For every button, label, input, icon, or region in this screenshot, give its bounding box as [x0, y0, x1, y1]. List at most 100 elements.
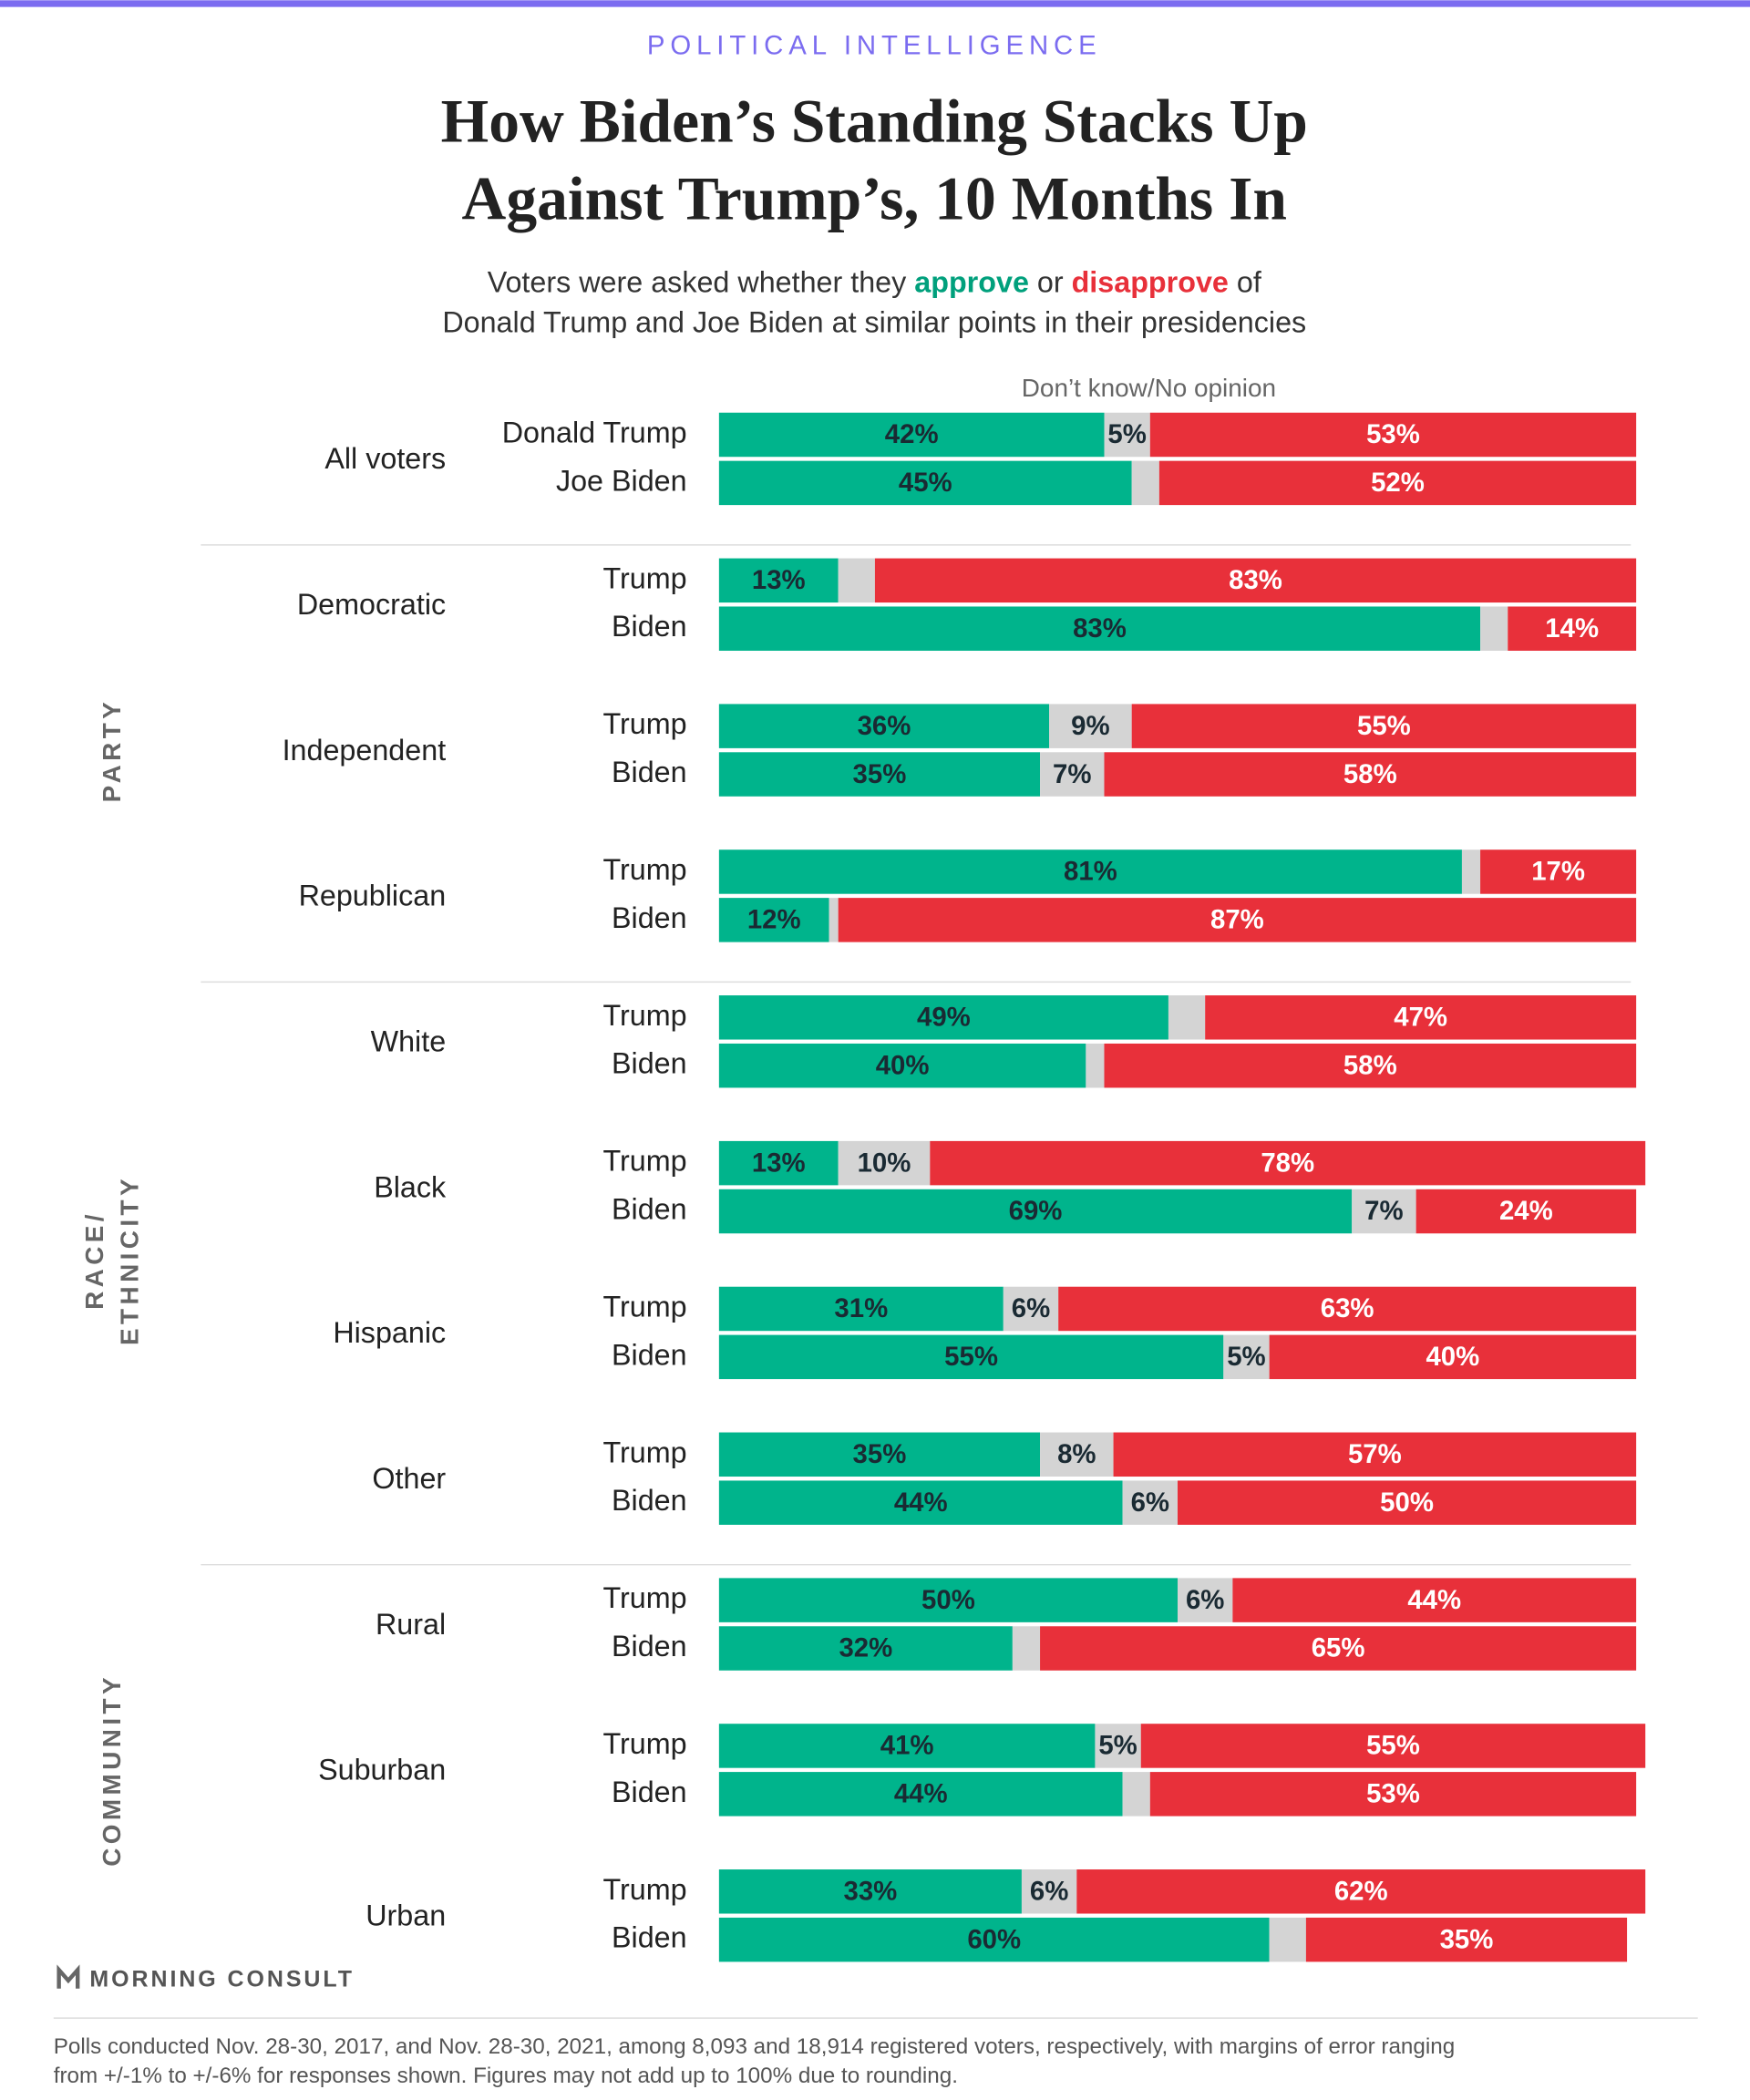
section-label: PARTY — [98, 698, 126, 803]
group-label: Suburban — [318, 1754, 446, 1786]
value-label: 6% — [1131, 1488, 1169, 1518]
row-label: Biden — [612, 1630, 687, 1662]
row-label: Trump — [602, 561, 686, 594]
group-label: Democratic — [297, 588, 446, 621]
bar-segment — [718, 898, 829, 942]
row-label: Biden — [612, 901, 687, 934]
row-label: Trump — [602, 1145, 686, 1178]
subtitle: Voters were asked whether they approve o… — [488, 265, 1262, 298]
value-label: 52% — [1371, 468, 1425, 498]
bar-segment — [1122, 1480, 1178, 1525]
row-label: Trump — [602, 999, 686, 1032]
subtitle-text: Voters were asked whether they — [488, 265, 915, 298]
bar-segment — [718, 558, 839, 603]
value-label: 17% — [1531, 857, 1585, 887]
value-label: 81% — [1064, 857, 1117, 887]
subtitle: Donald Trump and Joe Biden at similar po… — [442, 305, 1306, 338]
bar-segment — [718, 1432, 1041, 1477]
value-label: 78% — [1261, 1148, 1314, 1178]
bar-segment — [718, 1043, 1086, 1088]
group-label: White — [371, 1024, 447, 1057]
value-label: 9% — [1071, 711, 1109, 741]
legend-approve: approve — [914, 265, 1029, 298]
bar-segment — [1021, 1869, 1077, 1914]
value-label: 44% — [894, 1779, 948, 1809]
value-label: 12% — [747, 905, 801, 935]
value-label: 31% — [834, 1293, 888, 1323]
bar-segment — [718, 1189, 1353, 1234]
bar-segment — [1480, 849, 1637, 894]
bar-segment — [1049, 704, 1132, 748]
value-label: 35% — [1440, 1924, 1494, 1954]
chart-title: Against Trump’s, 10 Months In — [462, 165, 1287, 233]
bar-segment — [1131, 704, 1637, 748]
value-label: 63% — [1321, 1293, 1374, 1323]
row-label: Biden — [612, 1047, 687, 1080]
value-label: 55% — [944, 1342, 998, 1372]
logo-text: MORNING CONSULT — [89, 1967, 355, 1992]
group-label: Independent — [283, 734, 447, 767]
bar-segment — [1104, 1043, 1637, 1088]
bar-segment — [718, 1869, 1022, 1914]
bar-segment — [718, 1917, 1270, 1962]
value-label: 40% — [1426, 1342, 1479, 1372]
bar-segment — [718, 1334, 1224, 1380]
row-label: Biden — [612, 1193, 687, 1226]
bar-segment — [1269, 1334, 1637, 1380]
bar-segment — [1461, 849, 1481, 894]
row-label: Trump — [602, 853, 686, 886]
value-label: 58% — [1343, 1050, 1397, 1080]
group-label: Republican — [299, 880, 447, 912]
value-label: 7% — [1364, 1196, 1403, 1226]
row-label: Biden — [612, 1338, 687, 1371]
bar-segment — [829, 898, 839, 942]
row-label: Trump — [602, 1727, 686, 1760]
value-label: 32% — [839, 1633, 892, 1663]
bar-segment — [718, 849, 1462, 894]
bar-segment — [1003, 1286, 1059, 1332]
bar-segment — [718, 704, 1050, 748]
value-label: 53% — [1366, 419, 1420, 449]
value-label: 36% — [858, 711, 911, 741]
bar-segment — [1140, 1724, 1646, 1768]
row-label: Trump — [602, 1873, 686, 1906]
value-label: 5% — [1098, 1731, 1137, 1761]
value-label: 47% — [1394, 1003, 1447, 1033]
bar-segment — [1012, 1626, 1041, 1671]
row-label: Biden — [612, 1921, 687, 1954]
value-label: 5% — [1227, 1342, 1265, 1372]
bar-segment — [1149, 1772, 1637, 1817]
row-label: Biden — [612, 610, 687, 643]
bar-segment — [1158, 460, 1637, 506]
bar-segment — [718, 606, 1481, 651]
group-label: Black — [374, 1170, 447, 1203]
value-label: 83% — [1229, 565, 1282, 595]
value-label: 6% — [1186, 1585, 1224, 1615]
bar-segment — [1177, 1480, 1637, 1525]
bar-segment — [1040, 1626, 1637, 1671]
bar-segment — [1149, 412, 1637, 458]
row-label: Biden — [612, 1776, 687, 1808]
bar-segment — [718, 1578, 1178, 1622]
bar-segment — [718, 752, 1041, 797]
value-label: 55% — [1357, 711, 1411, 741]
bar-segment — [1269, 1917, 1306, 1962]
bar-segment — [1177, 1578, 1233, 1622]
value-label: 6% — [1030, 1877, 1068, 1907]
value-label: 45% — [899, 468, 952, 498]
header: POLITICAL INTELLIGENCE — [647, 30, 1102, 60]
value-label: 57% — [1348, 1439, 1402, 1469]
bar-segment — [718, 1480, 1123, 1525]
bar-segment — [1352, 1189, 1416, 1234]
value-label: 53% — [1366, 1779, 1420, 1809]
bar-segment — [1508, 606, 1637, 651]
row-label: Trump — [602, 707, 686, 740]
section-label: ETHNICITY — [115, 1175, 143, 1345]
bar-segment — [1104, 752, 1637, 797]
bar-segment — [1104, 412, 1150, 458]
row-label: Trump — [602, 1436, 686, 1468]
subtitle-text: or — [1029, 265, 1072, 298]
bar-segment — [718, 460, 1132, 506]
